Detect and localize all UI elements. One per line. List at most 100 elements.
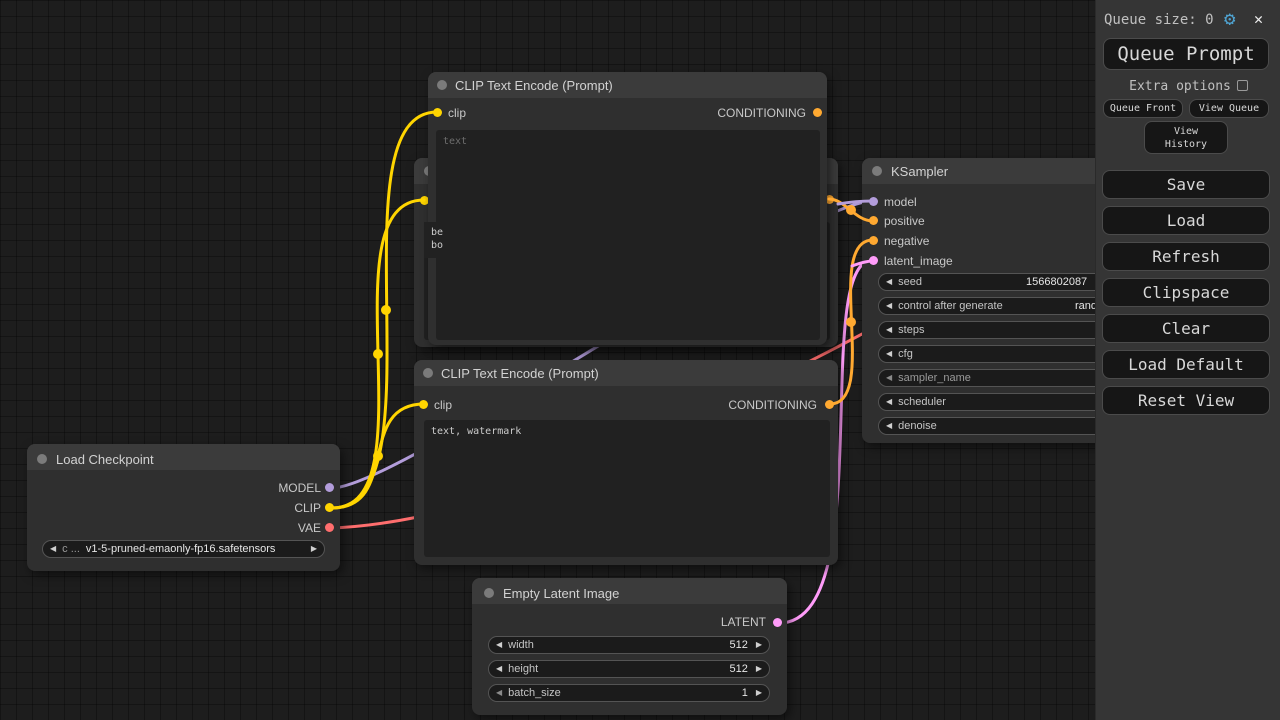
latent-output-port[interactable] — [773, 618, 782, 627]
prompt-textarea[interactable]: text — [436, 130, 820, 340]
settings-gear-icon[interactable]: ⚙ — [1224, 8, 1236, 30]
widget-label: steps — [898, 324, 925, 336]
node-title: Load Checkpoint — [56, 452, 154, 467]
node-title: CLIP Text Encode (Prompt) — [441, 366, 599, 381]
widget-label: c ... — [62, 543, 80, 555]
link-midpoint-dot — [373, 451, 383, 461]
conditioning-output-port[interactable] — [825, 400, 834, 409]
positive-input-port[interactable] — [869, 216, 878, 225]
decrement-arrow-icon[interactable]: ◀ — [886, 349, 893, 358]
node-title: KSampler — [891, 164, 949, 179]
decrement-arrow-icon[interactable]: ◀ — [886, 277, 893, 286]
prompt-textarea[interactable]: text, watermark — [424, 420, 830, 557]
collapse-dot[interactable] — [437, 80, 447, 90]
prev-option-arrow-icon[interactable]: ◀ — [50, 544, 57, 553]
collapse-dot[interactable] — [423, 368, 433, 378]
decrement-arrow-icon[interactable]: ◀ — [886, 301, 893, 310]
height-widget[interactable]: ◀ height 512 ▶ — [488, 660, 770, 678]
node-titlebar[interactable] — [27, 444, 340, 470]
widget-label: denoise — [898, 420, 937, 432]
widget-value: 512 — [729, 639, 748, 651]
queue-prompt-button[interactable]: Queue Prompt — [1103, 38, 1269, 70]
clip-input-label: clip — [434, 398, 453, 412]
latent-image-input-port[interactable] — [869, 256, 878, 265]
model-input-port[interactable] — [869, 197, 878, 206]
extra-options-checkbox[interactable] — [1236, 80, 1248, 91]
node-title: Empty Latent Image — [503, 586, 620, 601]
batch-size-widget[interactable]: ◀ batch_size 1 ▶ — [488, 684, 770, 702]
clip-input-port[interactable] — [419, 400, 428, 409]
close-icon[interactable]: ✕ — [1254, 10, 1264, 28]
widget-label: sampler_name — [898, 372, 971, 384]
hidden-prompt-text-fragment: be bo — [424, 222, 444, 258]
decrement-arrow-icon[interactable]: ◀ — [886, 421, 893, 430]
increment-arrow-icon[interactable]: ▶ — [755, 664, 762, 673]
ckpt-name-widget[interactable]: ◀ c ... v1-5-pruned-emaonly-fp16.safeten… — [42, 540, 325, 558]
reset-view-button[interactable]: Reset View — [1102, 386, 1270, 415]
widget-label: seed — [898, 276, 923, 288]
latent-output-label: LATENT — [720, 615, 766, 629]
widget-value: 1 — [741, 687, 748, 699]
increment-arrow-icon[interactable]: ▶ — [755, 688, 762, 697]
decrement-arrow-icon[interactable]: ◀ — [886, 325, 893, 334]
decrement-arrow-icon[interactable]: ◀ — [496, 664, 503, 673]
load-button[interactable]: Load — [1102, 206, 1270, 235]
save-button[interactable]: Save — [1102, 170, 1270, 199]
view-queue-button[interactable]: View Queue — [1189, 99, 1269, 118]
link-midpoint-dot — [846, 205, 856, 215]
link-midpoint-dot — [381, 305, 391, 315]
widget-value: 1566802087 — [1026, 276, 1088, 288]
next-option-arrow-icon[interactable]: ▶ — [310, 544, 317, 553]
collapse-dot[interactable] — [872, 166, 882, 176]
widget-label: batch_size — [508, 687, 561, 699]
conditioning-output-port[interactable] — [813, 108, 822, 117]
view-history-button[interactable]: View History — [1144, 121, 1228, 154]
collapse-dot[interactable] — [37, 454, 47, 464]
widget-label: width — [508, 639, 534, 651]
extra-options-row: Extra options — [1096, 79, 1280, 94]
widget-label: height — [508, 663, 539, 675]
node-titlebar[interactable] — [428, 72, 827, 98]
clip-input-label: clip — [448, 106, 467, 120]
wire-clip-to-hidden-node — [330, 198, 426, 510]
conditioning-output-label: CONDITIONING — [728, 398, 817, 412]
negative-input-port[interactable] — [869, 236, 878, 245]
model-input-label: model — [884, 195, 917, 209]
refresh-button[interactable]: Refresh — [1102, 242, 1270, 271]
link-midpoint-dot — [846, 317, 856, 327]
conditioning-output-label: CONDITIONING — [717, 106, 806, 120]
latent-image-input-label: latent_image — [884, 254, 953, 268]
clip-text-encode-node-bottom[interactable]: CLIP Text Encode (Prompt) clip CONDITION… — [414, 360, 838, 565]
increment-arrow-icon[interactable]: ▶ — [755, 640, 762, 649]
widget-value: v1-5-pruned-emaonly-fp16.safetensors — [85, 543, 276, 555]
load-default-button[interactable]: Load Default — [1102, 350, 1270, 379]
decrement-arrow-icon[interactable]: ◀ — [496, 640, 503, 649]
view-history-label: View History — [1164, 125, 1208, 150]
width-widget[interactable]: ◀ width 512 ▶ — [488, 636, 770, 654]
clip-text-encode-node-top[interactable]: CLIP Text Encode (Prompt) clip CONDITION… — [428, 72, 827, 345]
decrement-arrow-icon[interactable]: ◀ — [496, 688, 503, 697]
widget-label: scheduler — [898, 396, 946, 408]
node-titlebar[interactable] — [472, 578, 787, 604]
vae-output-port[interactable] — [325, 523, 334, 532]
decrement-arrow-icon[interactable]: ◀ — [886, 397, 893, 406]
model-output-port[interactable] — [325, 483, 334, 492]
widget-label: control after generate — [898, 300, 1003, 312]
clipspace-button[interactable]: Clipspace — [1102, 278, 1270, 307]
queue-front-button[interactable]: Queue Front — [1103, 99, 1183, 118]
extra-options-label: Extra options — [1129, 79, 1231, 94]
comfy-menu-sidebar: Queue size: 0 ⚙ ✕ Queue Prompt Extra opt… — [1095, 0, 1280, 720]
vae-output-label: VAE — [297, 521, 321, 535]
collapse-dot[interactable] — [484, 588, 494, 598]
wire-clip-to-bottom-node — [330, 402, 426, 510]
clip-output-port[interactable] — [325, 503, 334, 512]
widget-value: 512 — [729, 663, 748, 675]
widget-label: cfg — [898, 348, 913, 360]
link-midpoint-dot — [373, 349, 383, 359]
clip-input-port[interactable] — [433, 108, 442, 117]
clear-button[interactable]: Clear — [1102, 314, 1270, 343]
empty-latent-image-node[interactable]: Empty Latent Image LATENT ◀ width 512 ▶ … — [472, 578, 787, 715]
decrement-arrow-icon[interactable]: ◀ — [886, 373, 893, 382]
load-checkpoint-node[interactable]: Load Checkpoint MODEL CLIP VAE ◀ c ... v… — [27, 444, 340, 571]
